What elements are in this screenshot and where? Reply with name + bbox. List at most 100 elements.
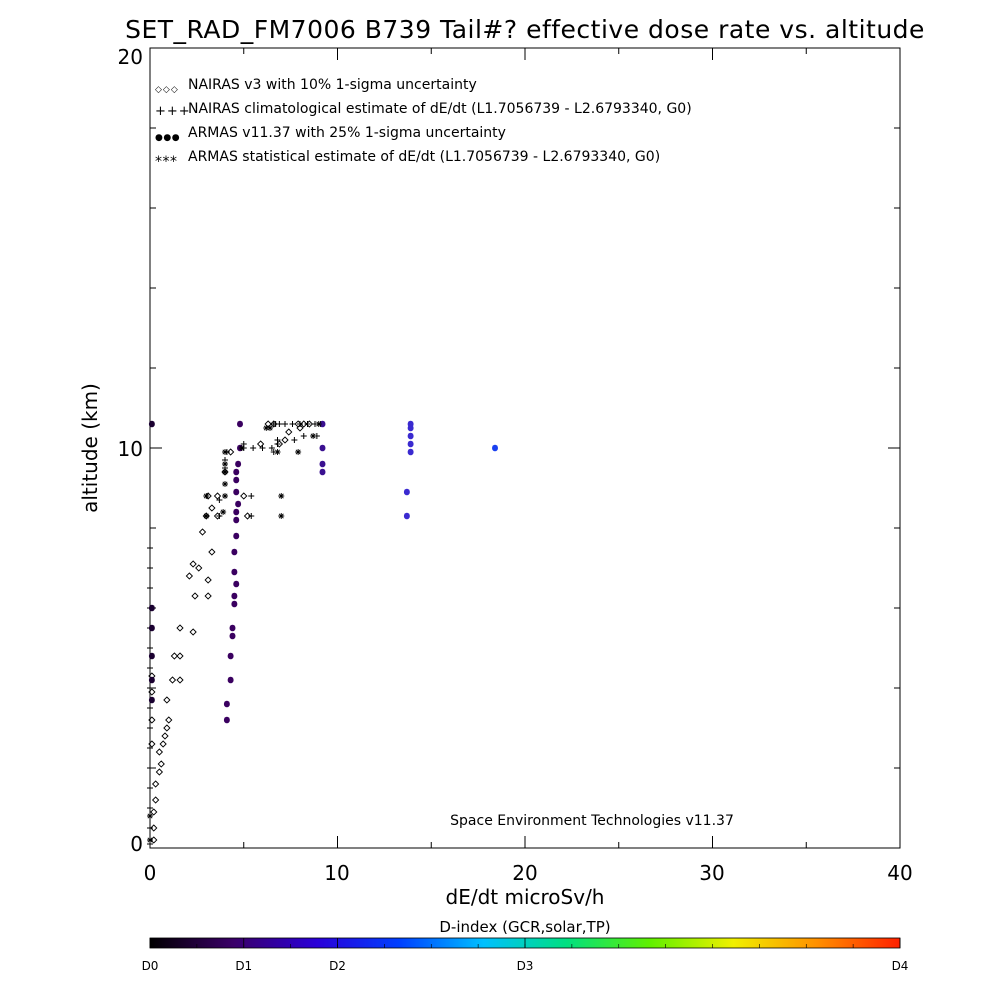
legend-symbol-plus: +++ — [155, 104, 191, 119]
nairas-v3-point — [157, 760, 165, 768]
nairas-climatological-point — [268, 445, 275, 451]
armas-point — [223, 716, 230, 724]
nairas-climatological-point — [147, 685, 153, 691]
nairas-v3-point — [256, 440, 265, 448]
armas-point — [407, 432, 414, 440]
axis-ticks — [149, 47, 901, 849]
armas-point — [233, 508, 240, 516]
nairas-v3-point — [208, 548, 216, 556]
armas-point — [233, 476, 240, 484]
armas-statistical-point — [203, 493, 210, 499]
y-tick-label: 20 — [118, 45, 143, 69]
nairas-v3-point — [195, 564, 203, 572]
legend-label-armas: ARMAS v11.37 with 25% 1-sigma uncertaint… — [188, 125, 506, 141]
nairas-climatological-point — [147, 725, 153, 731]
nairas-climatological-point — [147, 645, 153, 651]
armas-point — [233, 468, 240, 476]
armas-point — [233, 516, 240, 524]
nairas-climatological-point — [250, 445, 257, 451]
armas-statistical-point — [222, 461, 228, 467]
armas-point — [319, 444, 326, 452]
armas-point — [227, 676, 234, 684]
colorbar-label: D2 — [329, 959, 346, 973]
x-tick-label: 0 — [144, 861, 157, 885]
armas-point — [233, 532, 240, 540]
legend-symbol-asterisk: *** — [155, 154, 178, 170]
armas-point — [148, 420, 155, 428]
armas-point — [235, 500, 242, 508]
nairas-v3-point — [185, 572, 194, 580]
nairas-v3-point — [176, 676, 184, 684]
armas-point — [229, 624, 236, 632]
nairas-climatological-point — [147, 545, 153, 551]
nairas-v3-point — [163, 724, 171, 732]
nairas-climatological-point — [147, 765, 153, 771]
y-axis-label: altitude (km) — [78, 383, 102, 513]
nairas-v3-point — [176, 624, 184, 632]
armas-point — [403, 512, 410, 520]
nairas-v3-point — [150, 808, 158, 816]
nairas-v3-point — [208, 504, 216, 512]
nairas-climatological-point — [147, 565, 153, 571]
nairas-v3-point — [176, 652, 184, 660]
colorbar-title: D-index (GCR,solar,TP) — [439, 918, 610, 936]
nairas-v3-point — [151, 796, 160, 804]
nairas-climatological-point — [147, 825, 153, 831]
nairas-climatological-point — [147, 665, 153, 671]
colorbar-label: D1 — [235, 959, 252, 973]
legend-label-armas-statistical: ARMAS statistical estimate of dE/dt (L1.… — [188, 149, 660, 165]
nairas-v3-point — [300, 420, 308, 428]
nairas-climatological-point — [297, 421, 303, 427]
nairas-v3-point — [285, 428, 293, 436]
nairas-climatological-point — [248, 513, 255, 519]
armas-point — [319, 460, 326, 468]
nairas-v3-point — [198, 528, 207, 536]
armas-point — [231, 600, 238, 608]
nairas-v3-point — [264, 420, 272, 428]
armas-point — [407, 448, 414, 456]
nairas-v3-point — [165, 716, 173, 724]
armas-statistical-point — [263, 425, 270, 431]
nairas-climatological-point — [216, 513, 223, 519]
armas-point — [223, 700, 230, 708]
armas-point — [231, 568, 238, 576]
nairas-climatological-point — [147, 785, 153, 791]
armas-point — [148, 624, 155, 632]
armas-point — [407, 420, 414, 428]
nairas-climatological-point — [291, 437, 298, 443]
nairas-v3-point — [191, 592, 199, 600]
nairas-climatological-point — [147, 805, 153, 811]
nairas-v3-point — [243, 512, 252, 520]
armas-point — [148, 696, 155, 704]
armas-point — [231, 592, 238, 600]
nairas-v3-point — [148, 740, 156, 748]
y-tick-label: 0 — [130, 832, 143, 856]
x-tick-label: 40 — [887, 861, 912, 885]
armas-point — [148, 652, 155, 660]
armas-statistical-point — [222, 493, 228, 499]
armas-point — [492, 444, 498, 452]
nairas-climatological-point — [282, 421, 288, 427]
armas-statistical-point — [267, 425, 273, 431]
armas-point — [237, 420, 243, 428]
colorbar-labels: D0 D1 D2 D3 D4 — [142, 959, 909, 973]
nairas-v3-point — [148, 716, 156, 724]
armas-statistical-point — [222, 449, 228, 455]
nairas-climatological-point — [259, 445, 266, 451]
nairas-v3-point — [204, 592, 212, 600]
legend-label-nairas-v3: NAIRAS v3 with 10% 1-sigma uncertainty — [188, 77, 477, 93]
data-points — [147, 420, 498, 847]
armas-statistical-point — [147, 837, 153, 843]
armas-statistical-point — [238, 445, 245, 451]
x-axis-label: dE/dt microSv/h — [446, 885, 605, 909]
x-tick-label: 20 — [512, 861, 537, 885]
nairas-v3-point — [281, 436, 289, 444]
armas-point — [231, 548, 238, 556]
nairas-climatological-point — [147, 585, 153, 591]
nairas-v3-point — [170, 652, 179, 660]
nairas-v3-point — [150, 836, 158, 844]
legend-symbol-dot: ●●● — [155, 133, 180, 143]
armas-statistical-point — [278, 493, 285, 499]
chart-title: SET_RAD_FM7006 B739 Tail#? effective dos… — [125, 15, 925, 44]
